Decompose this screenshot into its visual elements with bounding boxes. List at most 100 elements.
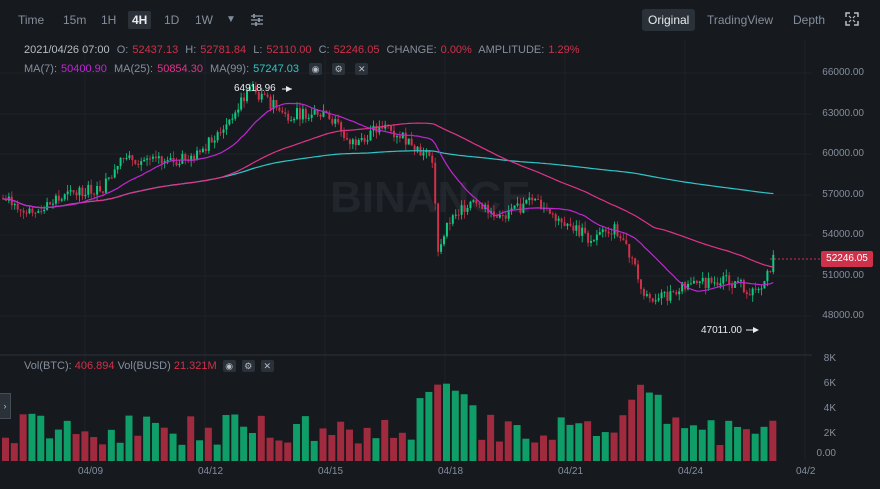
candle-body: [340, 122, 343, 132]
candle-date: 2021/04/26 07:00: [24, 44, 110, 56]
candle-body: [190, 155, 193, 162]
candle-body: [648, 294, 651, 299]
fullscreen-icon[interactable]: [845, 12, 859, 26]
candle-body: [416, 146, 419, 152]
volume-bar: [751, 433, 759, 461]
candle-body: [469, 201, 472, 208]
volume-bar: [513, 425, 521, 461]
candle-body: [516, 203, 519, 206]
candle-body: [604, 229, 607, 232]
volume-bar: [81, 431, 89, 461]
candle-body: [228, 119, 231, 125]
candle-body: [625, 240, 628, 245]
candle-body: [304, 108, 307, 119]
candle-body: [557, 218, 560, 221]
volume-bar: [134, 435, 142, 461]
volume-bar: [566, 424, 574, 461]
candle-body: [16, 203, 19, 210]
candle-body: [595, 234, 598, 241]
candle-body: [704, 277, 707, 289]
volume-bar: [90, 437, 98, 461]
candle-body: [531, 197, 534, 201]
candle-body: [54, 195, 57, 204]
low-value: 52110.00: [266, 44, 312, 56]
candle-body: [66, 191, 69, 195]
candle-body: [210, 137, 213, 143]
candle-body: [437, 203, 440, 252]
candle-body: [622, 238, 625, 241]
interval-4h[interactable]: 4H: [128, 11, 152, 29]
candle-body: [13, 203, 16, 206]
candle-body: [99, 186, 102, 192]
candle-body: [428, 150, 431, 156]
low-arrow-head: [753, 327, 759, 333]
candle-body: [739, 280, 742, 282]
candle-body: [319, 114, 322, 117]
candle-body: [134, 160, 137, 164]
date-axis-label: 04/18: [438, 466, 464, 477]
candle-body: [466, 207, 469, 212]
volume-bar: [37, 415, 45, 461]
candle-body: [663, 291, 666, 293]
volume-bar: [460, 394, 468, 461]
candle-body: [284, 112, 287, 114]
volume-bar: [760, 426, 768, 461]
candle-body: [695, 280, 698, 284]
candle-body: [278, 107, 281, 111]
volume-bar: [107, 429, 115, 461]
volume-bar: [478, 439, 486, 461]
interval-time[interactable]: Time: [18, 13, 45, 27]
candle-body: [716, 282, 719, 286]
candle-body: [198, 150, 201, 153]
volume-bar: [689, 425, 697, 461]
candle-body: [107, 177, 110, 179]
candle-body: [475, 200, 478, 204]
volume-axis-label: 8K: [823, 353, 836, 364]
volume-axis-label: 6K: [823, 378, 836, 389]
volume-bars: [2, 383, 777, 461]
eye-icon[interactable]: ◉: [309, 63, 323, 76]
candle-body: [169, 157, 172, 161]
volume-bar: [2, 437, 9, 461]
view-depth[interactable]: Depth: [793, 13, 826, 27]
interval-15m[interactable]: 15m: [63, 13, 87, 27]
last-price-tag: 52246.05: [821, 251, 873, 267]
candle-body: [513, 205, 516, 209]
indicator-settings-icon[interactable]: [250, 13, 264, 27]
high-arrow-head: [286, 86, 292, 92]
view-original[interactable]: Original: [642, 9, 696, 31]
eye-icon[interactable]: ◉: [222, 360, 236, 373]
volume-bar: [99, 444, 107, 461]
candle-body: [642, 288, 645, 296]
interval-1h[interactable]: 1H: [101, 13, 117, 27]
close-icon[interactable]: ✕: [355, 63, 369, 76]
volume-bar: [116, 442, 124, 461]
settings-icon[interactable]: ⚙: [332, 63, 346, 76]
candle-body: [254, 86, 257, 93]
candle-body: [757, 288, 760, 290]
candle-body: [96, 186, 99, 195]
expand-panel-icon[interactable]: ›: [0, 393, 11, 419]
candle-body: [49, 202, 52, 205]
candle-body: [122, 157, 125, 159]
chevron-down-icon[interactable]: ▼: [226, 14, 236, 25]
candle-body: [495, 216, 498, 218]
interval-1w[interactable]: 1W: [195, 13, 213, 27]
candle-body: [498, 214, 501, 218]
price-axis-label: 63000.00: [822, 108, 864, 119]
candle-body: [240, 97, 243, 110]
volume-bar: [592, 435, 600, 461]
candle-body: [163, 161, 166, 164]
close-icon[interactable]: ✕: [260, 360, 274, 373]
candle-body: [722, 276, 725, 284]
interval-1d[interactable]: 1D: [164, 13, 180, 27]
view-tradingview[interactable]: TradingView: [707, 13, 774, 27]
candle-body: [104, 178, 107, 193]
candle-body: [251, 86, 254, 88]
settings-icon[interactable]: ⚙: [241, 360, 255, 373]
candle-body: [222, 129, 225, 133]
candle-body: [443, 236, 445, 245]
candle-body: [213, 140, 216, 143]
volume-bar: [734, 426, 742, 461]
